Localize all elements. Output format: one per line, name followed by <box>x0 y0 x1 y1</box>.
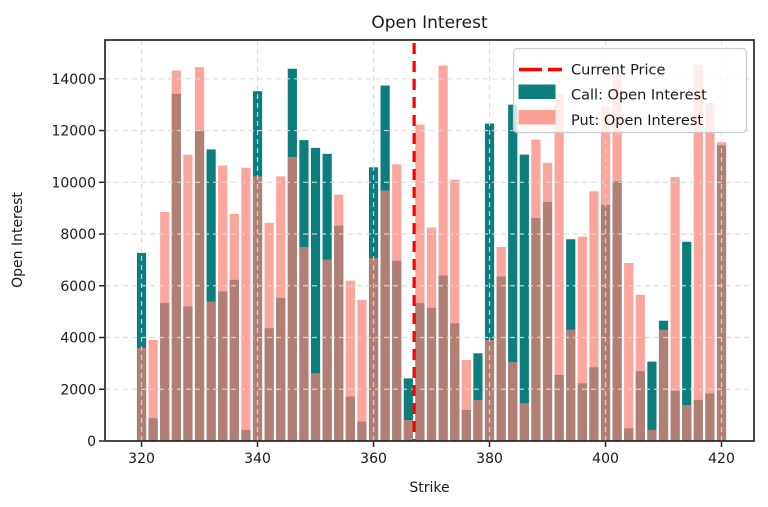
put-bar <box>426 227 437 441</box>
chart-title: Open Interest <box>371 13 488 33</box>
put-bar <box>473 399 483 441</box>
put-bar <box>183 154 193 441</box>
put-bar <box>519 403 529 441</box>
put-bar <box>496 246 506 441</box>
put-bar <box>276 176 286 441</box>
x-tick-label: 320 <box>128 451 155 467</box>
y-tick-label: 8000 <box>60 227 96 243</box>
put-bar <box>357 299 367 441</box>
put-bar <box>566 329 576 441</box>
y-tick-label: 12000 <box>51 124 96 140</box>
legend-label-call: Call: Open Interest <box>571 88 707 104</box>
legend-swatch-call <box>518 84 556 99</box>
put-bar <box>148 339 158 441</box>
call-bar <box>519 154 529 441</box>
put-bar <box>635 294 645 441</box>
put-bar <box>334 194 344 441</box>
put-bar <box>218 165 228 442</box>
call-bar <box>508 104 518 441</box>
y-tick-label: 2000 <box>60 382 96 398</box>
x-tick-label: 420 <box>708 451 735 467</box>
put-bar <box>403 420 413 441</box>
put-bar <box>264 222 274 441</box>
put-bar <box>252 176 263 441</box>
y-axis-label: Open Interest <box>10 192 26 288</box>
put-bar <box>624 263 634 441</box>
put-bar <box>658 329 669 441</box>
put-bar <box>380 190 390 441</box>
put-bar <box>415 124 425 441</box>
y-tick-label: 10000 <box>51 175 96 191</box>
put-bar <box>554 94 564 441</box>
put-bar <box>310 373 321 441</box>
put-bar <box>194 67 205 441</box>
x-tick-label: 380 <box>476 451 503 467</box>
legend-swatch-put <box>518 110 556 125</box>
put-bar <box>647 429 657 441</box>
x-axis-label: Strike <box>409 480 449 496</box>
put-bar <box>716 142 727 442</box>
y-tick-label: 6000 <box>60 279 96 295</box>
put-bar <box>299 246 309 441</box>
put-bar <box>171 70 181 441</box>
put-bar <box>531 139 541 442</box>
call-bar <box>484 123 495 441</box>
put-bar <box>693 64 703 441</box>
put-bar <box>392 164 402 441</box>
put-bar <box>484 340 495 441</box>
put-bar <box>160 212 170 441</box>
put-bar <box>287 156 297 441</box>
put-bar <box>589 191 599 441</box>
call-bar <box>310 147 321 441</box>
axes-spines <box>104 39 755 442</box>
legend-label-current-price: Current Price <box>571 63 666 79</box>
y-tick-label: 4000 <box>60 331 96 347</box>
y-tick-label: 14000 <box>51 72 96 88</box>
call-bar <box>682 241 692 441</box>
legend-label-put: Put: Open Interest <box>571 113 703 129</box>
put-bar <box>450 179 460 441</box>
put-bar <box>577 236 587 441</box>
put-bar <box>508 362 518 441</box>
put-bar <box>682 405 692 441</box>
put-bar <box>461 360 471 441</box>
x-tick-label: 400 <box>592 451 619 467</box>
put-bar <box>705 102 715 441</box>
put-bar <box>600 106 611 441</box>
put-bar <box>670 177 680 441</box>
x-tick-label: 360 <box>360 451 387 467</box>
x-tick-label: 340 <box>244 451 271 467</box>
put-bar <box>345 280 355 441</box>
legend-box <box>512 47 748 134</box>
put-bar <box>206 301 216 441</box>
call-bar <box>206 149 216 441</box>
put-bar <box>322 259 332 441</box>
put-bar <box>612 75 622 441</box>
put-bar <box>229 213 239 441</box>
put-bar <box>241 167 251 441</box>
y-tick-label: 0 <box>87 434 96 450</box>
call-bar <box>473 353 483 441</box>
call-bar <box>647 361 657 441</box>
put-bar <box>438 65 448 442</box>
put-bar <box>542 162 553 442</box>
call-bar <box>403 378 413 441</box>
